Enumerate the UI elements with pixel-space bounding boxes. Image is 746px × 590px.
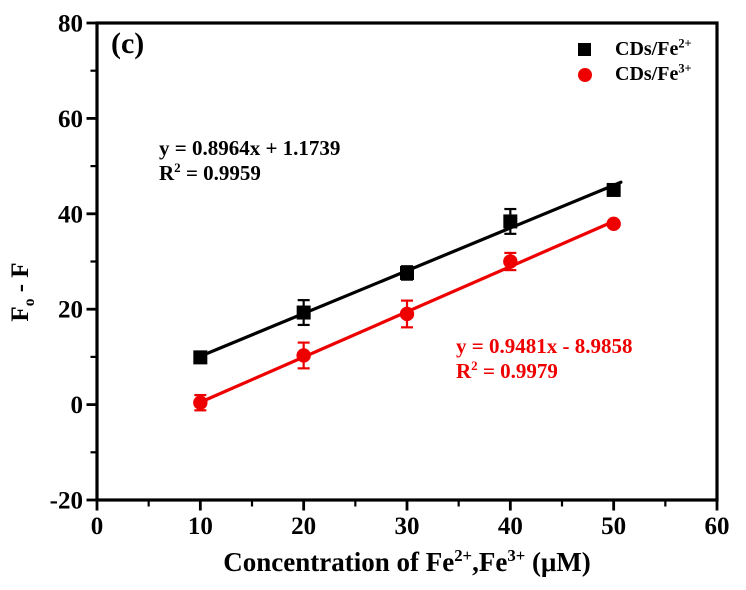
text-part: y = 0.9481x - 8.9858 [456,334,633,358]
x-tick-label: 0 [91,513,104,540]
equation-fe3-r2: R2 = 0.9979 [456,359,632,384]
text-part: 2+ [678,36,692,51]
equation-fe2: y = 0.8964x + 1.1739 R2 = 0.9959 [159,136,340,186]
data-point-fe2 [606,182,621,197]
x-axis-title: Concentration of Fe2+,Fe3+ (μM) [97,547,717,578]
text-part: 2+ [454,546,473,565]
y-tick-label: 20 [58,297,83,324]
legend: CDs/Fe2+ CDs/Fe3+ [578,37,692,87]
data-point-fe3 [296,348,311,363]
panel-label: (c) [111,27,145,60]
text-part: 3+ [678,61,692,76]
data-point-fe3 [606,216,621,232]
legend-item-fe3: CDs/Fe3+ [578,62,692,87]
data-point-fe3 [399,306,415,322]
equation-fe3-formula: y = 0.9481x - 8.9858 [456,334,632,359]
text-part: o [21,298,38,307]
text-part: - F [7,262,34,299]
text-part: (μM) [525,547,591,577]
legend-label-fe2: CDs/Fe2+ [615,36,692,61]
text-part: F [7,306,34,322]
y-tick-label: 80 [58,11,83,38]
text-part: y = 0.8964x + 1.1739 [159,136,341,160]
text-part: Concentration of Fe [223,547,455,577]
legend-circle-marker-icon [578,67,592,82]
text-part: 2 [174,160,181,175]
text-part: = 0.9959 [180,161,261,185]
equation-fe2-r2: R2 = 0.9959 [159,161,340,186]
data-point-fe2 [503,214,518,229]
text-part: R [159,161,175,185]
data-point-fe2 [400,265,414,280]
x-tick-label: 50 [601,513,626,540]
text-part: CDs/Fe [615,38,679,60]
text-part: R [456,359,472,383]
x-tick-label: 40 [498,513,523,540]
data-point-fe3 [503,254,518,269]
data-point-fe2 [296,305,311,320]
x-tick-label: 60 [705,513,730,540]
text-part: 2 [471,358,478,373]
legend-square-marker-icon [578,43,591,56]
legend-item-fe2: CDs/Fe2+ [578,37,692,62]
x-tick-label: 10 [188,513,213,540]
y-tick-label: 60 [58,106,83,133]
text-part: CDs/Fe [615,63,679,85]
plot-frame [95,21,719,502]
text-part: ,Fe [472,547,508,577]
y-axis-title: Fo - F [7,262,38,322]
x-tick-label: 30 [395,513,420,540]
text-part: 3+ [507,546,526,565]
legend-label-fe3: CDs/Fe3+ [615,61,692,86]
equation-fe3: y = 0.9481x - 8.9858 R2 = 0.9979 [456,334,632,384]
y-tick-label: 0 [71,392,84,419]
equation-fe2-formula: y = 0.8964x + 1.1739 [159,136,340,161]
x-tick-label: 20 [291,513,316,540]
data-point-fe3 [193,395,208,410]
text-part: = 0.9979 [477,359,558,383]
y-tick-label: -20 [50,488,83,515]
y-tick-label: 40 [58,201,83,228]
data-point-fe2 [193,350,208,365]
